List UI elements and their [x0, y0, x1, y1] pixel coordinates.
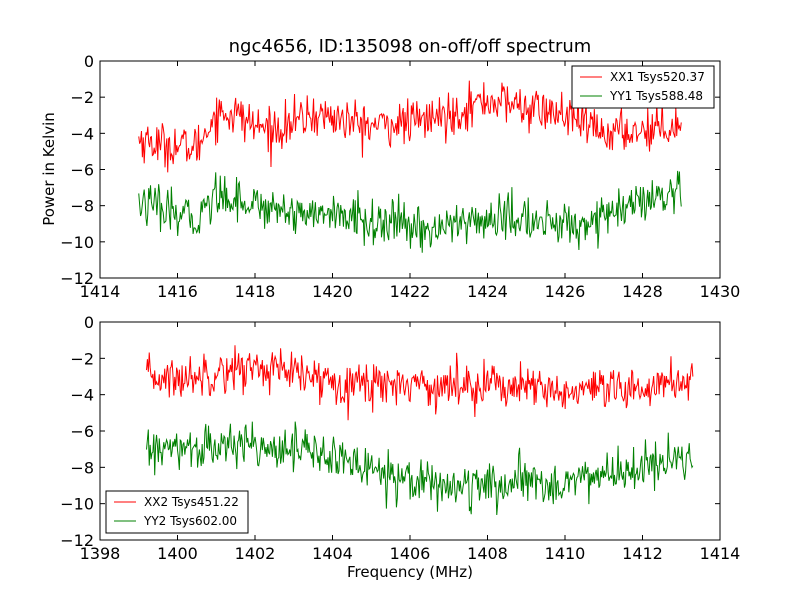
x-tick-label: 1430	[700, 282, 741, 301]
figure-title: ngc4656, ID:135098 on-off/off spectrum	[229, 36, 592, 57]
x-tick-label: 1412	[622, 544, 663, 563]
x-tick-label: 1422	[390, 282, 431, 301]
y-tick-label: −8	[70, 458, 94, 477]
x-tick-label: 1426	[545, 282, 586, 301]
x-tick-label: 1418	[235, 282, 276, 301]
x-tick-label: 1400	[157, 544, 198, 563]
y-tick-label: −6	[70, 161, 94, 180]
x-axis-label: Frequency (MHz)	[347, 563, 473, 581]
y-tick-label: −2	[70, 349, 94, 368]
y-tick-label: 0	[84, 313, 94, 332]
y-tick-label: −4	[70, 386, 94, 405]
y-tick-label: −12	[60, 531, 94, 550]
legend-box	[105, 490, 249, 534]
legend-entry: YY2 Tsys602.00	[143, 514, 237, 528]
x-tick-label: 1406	[390, 544, 431, 563]
legend-entry: XX2 Tsys451.22	[144, 495, 239, 509]
series-line	[138, 80, 682, 173]
bottom-panel: 1398 1400 1402 1404 1406 1408 1410 1412 1414 0 −2 −…	[60, 313, 740, 563]
x-tick-label: 1402	[235, 544, 276, 563]
x-tick-label: 1416	[157, 282, 198, 301]
y-tick-label: −6	[70, 422, 94, 441]
series-line	[146, 345, 694, 421]
x-tick-label: 1420	[312, 282, 353, 301]
legend-entry: YY1 Tsys588.48	[609, 89, 703, 103]
legend: XX1 Tsys520.37 YY1 Tsys588.48	[571, 65, 715, 109]
legend: XX2 Tsys451.22 YY2 Tsys602.00	[105, 490, 249, 534]
y-tick-label: −10	[60, 495, 94, 514]
series-line	[138, 170, 682, 253]
x-tick-label: 1408	[467, 544, 508, 563]
x-tick-label: 1410	[545, 544, 586, 563]
x-tick-label: 1414	[700, 544, 741, 563]
y-tick-label: −8	[70, 197, 94, 216]
y-tick-label: −2	[70, 88, 94, 107]
legend-box	[571, 65, 715, 109]
y-axis-label: Power in Kelvin	[40, 112, 58, 226]
x-tick-label: 1424	[467, 282, 508, 301]
legend-entry: XX1 Tsys520.37	[610, 70, 705, 84]
y-tick-label: −4	[70, 124, 94, 143]
y-tick-label: −12	[60, 269, 94, 288]
top-panel: 1414 1416 1418 1420 1422 1424 1426 1428 1430 0 −2 −…	[60, 52, 740, 301]
x-tick-label: 1428	[622, 282, 663, 301]
x-tick-label: 1398	[80, 544, 121, 563]
x-tick-label: 1404	[312, 544, 353, 563]
y-tick-label: 0	[84, 52, 94, 71]
y-tick-label: −10	[60, 233, 94, 252]
series-line	[146, 421, 694, 515]
x-tick-label: 1414	[80, 282, 121, 301]
